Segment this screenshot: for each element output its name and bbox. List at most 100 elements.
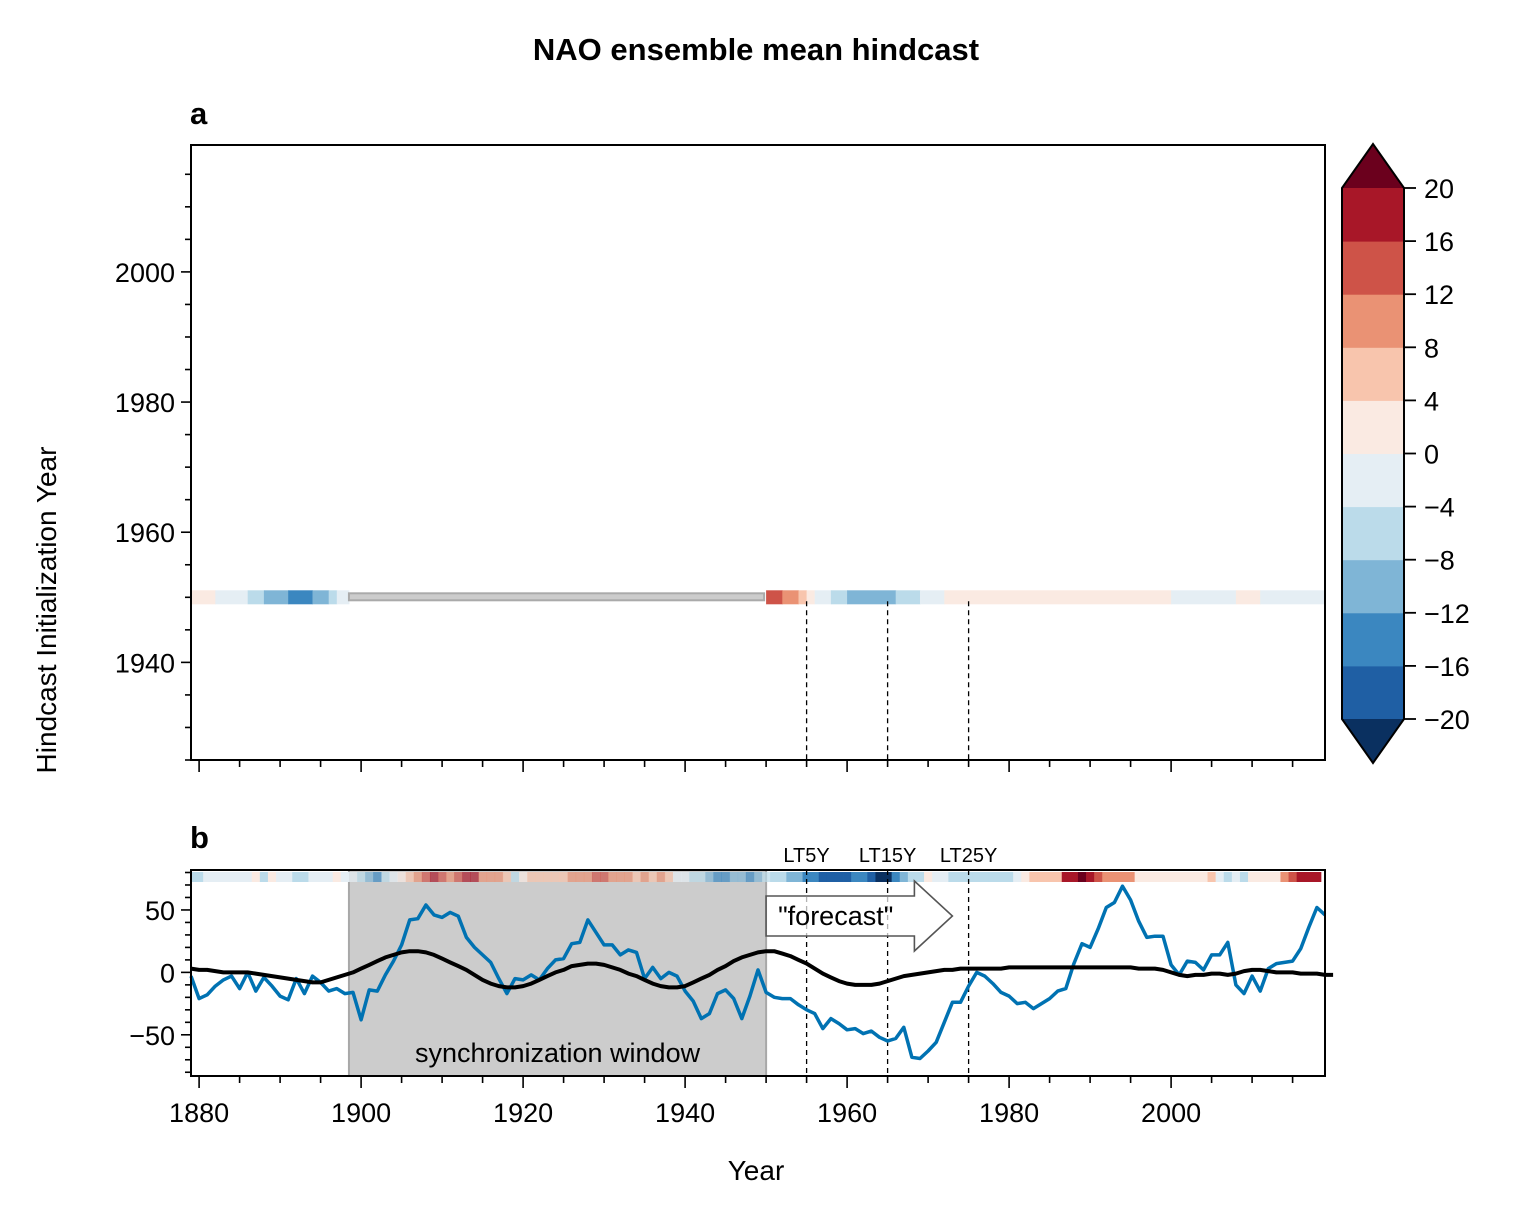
x-tick-label: 1880 <box>169 1098 229 1128</box>
strip-cell <box>219 872 228 882</box>
strip-cell <box>1069 872 1079 882</box>
colorbar-bin <box>1342 347 1404 401</box>
x-axis-label: Year <box>728 1155 785 1186</box>
ensemble-mean-line <box>190 949 1334 990</box>
panel-a-frame <box>190 144 1326 761</box>
strip-cell <box>932 872 941 882</box>
strip-cell <box>810 872 820 882</box>
heatmap-cell <box>944 590 1172 605</box>
strip-cell <box>276 872 285 882</box>
sync-window-label: synchronization window <box>415 1038 701 1068</box>
strip-cell <box>559 872 569 882</box>
y-tick-label: 1960 <box>115 518 175 548</box>
strip-cell <box>284 872 293 882</box>
colorbar-tick-label: −8 <box>1424 546 1455 576</box>
heatmap-cell <box>782 590 799 605</box>
colorbar-tick-label: −16 <box>1424 652 1470 682</box>
x-tick-label: 1980 <box>979 1098 1039 1128</box>
strip-cell <box>413 872 423 882</box>
colorbar-tick-label: 20 <box>1424 174 1454 204</box>
colorbar-tick-label: −20 <box>1424 705 1470 735</box>
strip-cell <box>583 872 593 882</box>
strip-cell <box>1280 872 1289 882</box>
strip-cell <box>875 872 884 882</box>
y-tick-label: 0 <box>160 958 175 988</box>
strip-cell <box>308 872 317 882</box>
heatmap-cell <box>1260 590 1326 605</box>
strip-cell <box>956 872 965 882</box>
strip-cell <box>713 872 722 882</box>
strip-cell <box>843 872 852 882</box>
panel-a-ylabel: Hindcast Initialization Year <box>31 447 62 774</box>
strip-cell <box>203 872 212 882</box>
strip-cell <box>681 872 690 882</box>
strip-cell <box>486 872 496 882</box>
colorbar-bin <box>1342 612 1404 667</box>
strip-cell <box>948 872 957 882</box>
strip-cell <box>980 872 990 882</box>
strip-cell <box>996 872 1006 882</box>
strip-cell <box>624 872 633 882</box>
x-tick-label: 1960 <box>817 1098 877 1128</box>
strip-cell <box>591 872 601 882</box>
strip-cell <box>551 872 560 882</box>
strip-cell <box>1118 872 1127 882</box>
strip-cell <box>1191 872 1200 882</box>
strip-cell <box>519 872 528 882</box>
panel-b: LT5Y LT15Y LT25Y "forecast" synchronization … <box>129 845 1334 1128</box>
strip-cell <box>300 872 309 882</box>
strip-cell <box>1021 872 1030 882</box>
colorbar-bin <box>1342 453 1404 508</box>
strip-cell <box>373 872 382 882</box>
x-tick-label: 1940 <box>655 1098 715 1128</box>
strip-cell <box>1110 872 1119 882</box>
strip-cell <box>818 872 828 882</box>
y-tick-label: −50 <box>129 1021 175 1051</box>
strip-cell <box>191 872 196 882</box>
lead-time-label: LT5Y <box>783 845 829 867</box>
strip-cell <box>616 872 625 882</box>
strip-cell <box>365 872 374 882</box>
colorbar-tick-label: 0 <box>1424 440 1439 470</box>
strip-cell <box>1296 872 1306 882</box>
nao-index-line <box>189 884 1327 1061</box>
heatmap-cell <box>847 590 897 605</box>
strip-cell <box>794 872 803 882</box>
strip-cell <box>834 872 844 882</box>
heatmap-cell <box>1171 590 1237 605</box>
strip-cell <box>1239 872 1249 882</box>
strip-cell <box>802 872 812 882</box>
strip-cell <box>292 872 301 882</box>
strip-cell <box>446 872 455 882</box>
strip-cell <box>632 872 641 882</box>
panel-a: 1940 1960 1980 2000 <box>115 144 1326 772</box>
heatmap-cell <box>336 590 350 605</box>
colorbar-tick-label: −12 <box>1424 599 1470 629</box>
colorbar-tick-label: 8 <box>1424 333 1439 363</box>
strip-cell <box>267 872 277 882</box>
strip-cell <box>1150 872 1160 882</box>
forecast-arrow <box>765 879 954 953</box>
strip-cell <box>211 872 220 882</box>
strip-cell <box>227 872 236 882</box>
panel-b-label: b <box>190 820 209 855</box>
strip-cell <box>478 872 488 882</box>
strip-cell <box>1077 872 1087 882</box>
strip-cell <box>867 872 876 882</box>
strip-cell <box>826 872 836 882</box>
strip-cell <box>762 872 771 882</box>
colorbar: −20 −16 −12 −8 −4 0 4 8 12 16 20 <box>1341 142 1470 765</box>
strip-cell <box>494 872 504 882</box>
strip-cell <box>259 872 269 882</box>
strip-cell <box>502 872 512 882</box>
lead-time-label: LT15Y <box>859 845 916 867</box>
strip-cell <box>1053 872 1063 882</box>
colorbar-bin <box>1342 506 1404 561</box>
forecast-label: "forecast" <box>778 901 893 931</box>
colorbar-bin <box>1342 400 1404 454</box>
colorbar-tick-label: 16 <box>1424 227 1454 257</box>
strip-cell <box>251 872 261 882</box>
strip-cell <box>915 872 925 882</box>
strip-cell <box>470 872 479 882</box>
strip-cell <box>332 872 342 882</box>
